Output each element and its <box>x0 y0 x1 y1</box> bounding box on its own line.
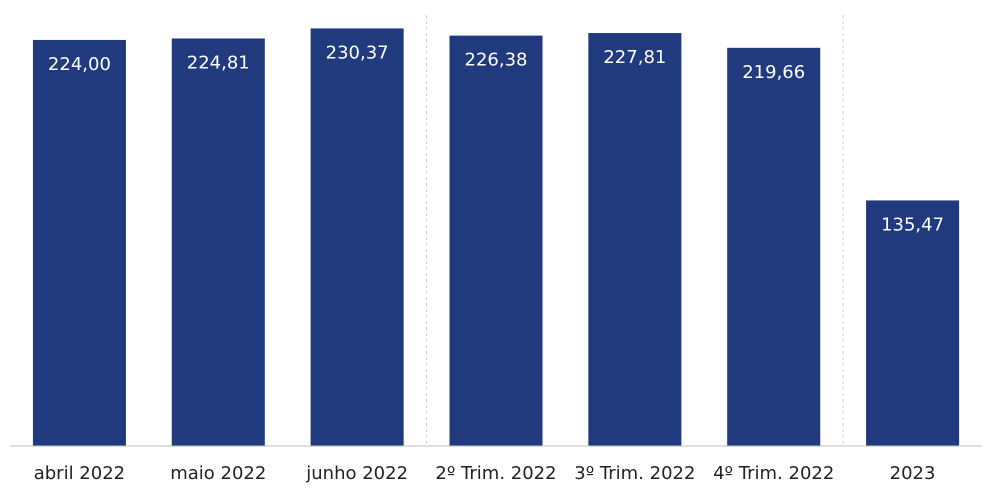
value-label-1: 224,81 <box>187 52 250 73</box>
category-label-4: 3º Trim. 2022 <box>574 463 695 484</box>
value-label-6: 135,47 <box>881 214 944 235</box>
category-label-1: maio 2022 <box>170 463 266 484</box>
category-label-0: abril 2022 <box>34 463 125 484</box>
bars-group <box>33 28 959 446</box>
category-label-6: 2023 <box>890 463 936 484</box>
value-label-3: 226,38 <box>465 50 528 71</box>
value-label-0: 224,00 <box>48 54 111 75</box>
bar-5 <box>727 48 820 446</box>
bar-1 <box>172 38 265 446</box>
category-label-2: junho 2022 <box>305 463 408 484</box>
bar-0 <box>33 40 126 446</box>
bar-2 <box>311 28 404 446</box>
value-label-4: 227,81 <box>603 47 666 68</box>
value-label-5: 219,66 <box>742 62 805 83</box>
bar-6 <box>866 200 959 446</box>
bar-3 <box>449 36 542 446</box>
category-labels-group: abril 2022 maio 2022 junho 2022 2º Trim. 20… <box>34 463 936 484</box>
bar-4 <box>588 33 681 446</box>
category-label-5: 4º Trim. 2022 <box>713 463 834 484</box>
category-label-3: 2º Trim. 2022 <box>435 463 556 484</box>
value-label-2: 230,37 <box>326 42 389 63</box>
